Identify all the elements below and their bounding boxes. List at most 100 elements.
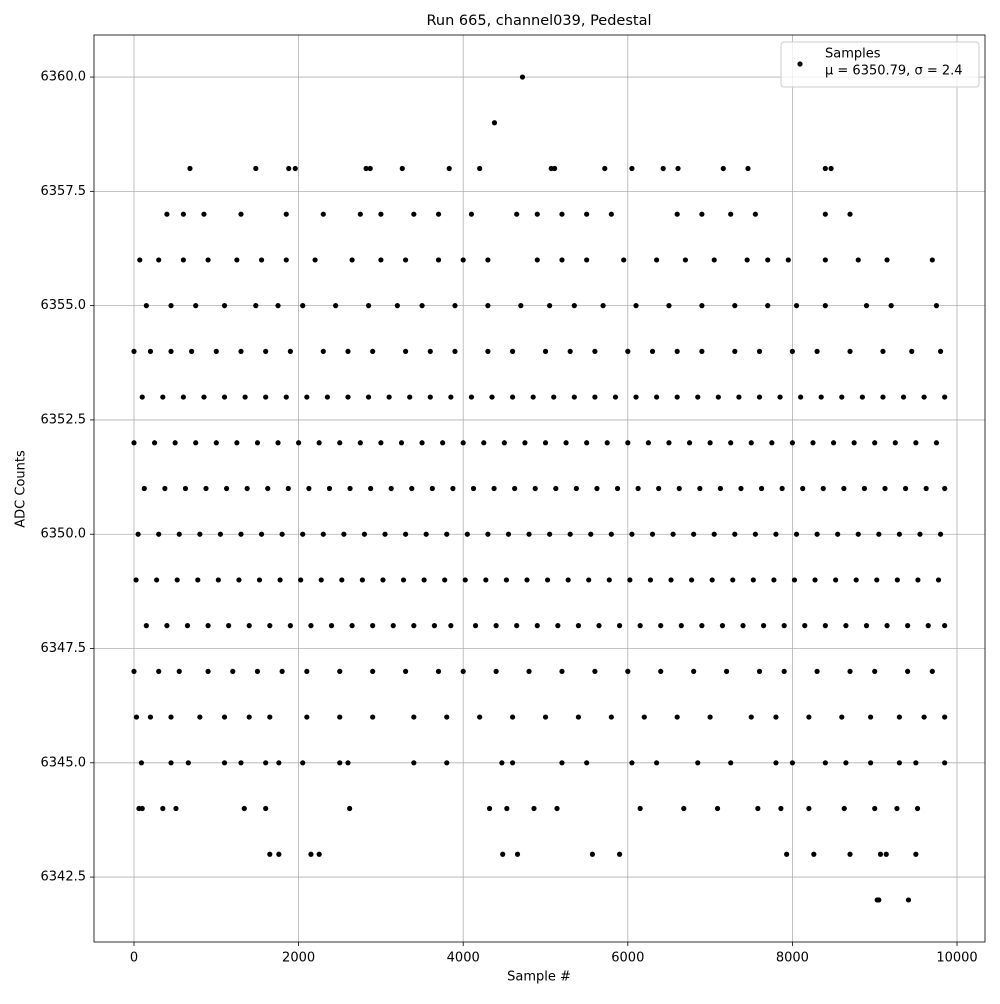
sample-point bbox=[500, 851, 506, 857]
sample-point bbox=[695, 760, 701, 766]
sample-point bbox=[736, 394, 742, 400]
sample-point bbox=[174, 577, 180, 583]
sample-point bbox=[337, 714, 343, 720]
sample-point bbox=[660, 165, 666, 172]
y-tick-label: 6347.5 bbox=[41, 641, 87, 656]
sample-point bbox=[575, 714, 582, 720]
sample-point bbox=[784, 851, 790, 857]
sample-point bbox=[882, 485, 888, 492]
y-tick-label: 6352.5 bbox=[41, 412, 87, 427]
sample-point bbox=[773, 714, 779, 720]
sample-point bbox=[193, 440, 199, 446]
sample-point bbox=[913, 760, 919, 766]
sample-point bbox=[308, 851, 314, 857]
sample-point bbox=[339, 577, 345, 583]
sample-point bbox=[641, 714, 647, 720]
sample-point bbox=[843, 623, 849, 629]
sample-point bbox=[390, 623, 396, 629]
sample-point bbox=[707, 440, 713, 446]
sample-point bbox=[378, 257, 384, 263]
sample-point bbox=[863, 303, 870, 309]
sample-point bbox=[589, 851, 596, 857]
sample-point bbox=[814, 531, 820, 537]
sample-point bbox=[131, 348, 137, 354]
sample-point bbox=[168, 760, 174, 766]
sample-point bbox=[279, 531, 285, 537]
sample-point bbox=[238, 211, 244, 217]
sample-point bbox=[221, 303, 228, 309]
sample-point bbox=[514, 851, 521, 857]
sample-point bbox=[894, 805, 900, 812]
sample-point bbox=[143, 303, 149, 309]
sample-point bbox=[876, 897, 882, 903]
sample-point bbox=[914, 805, 921, 812]
y-tick-label: 6360.0 bbox=[41, 70, 87, 85]
sample-point bbox=[758, 485, 765, 492]
sample-point bbox=[847, 348, 853, 354]
sample-point bbox=[359, 577, 365, 583]
sample-point bbox=[534, 211, 540, 217]
x-tick-label: 10000 bbox=[936, 951, 977, 966]
sample-point bbox=[429, 485, 435, 492]
sample-point bbox=[691, 668, 697, 674]
sample-point bbox=[748, 714, 754, 720]
sample-point bbox=[411, 714, 417, 720]
sample-point bbox=[180, 394, 186, 400]
sample-point bbox=[551, 394, 557, 400]
x-tick-label: 6000 bbox=[611, 951, 644, 966]
sample-point bbox=[345, 348, 351, 354]
sample-point bbox=[600, 303, 606, 309]
sample-point bbox=[402, 257, 409, 263]
sample-point bbox=[481, 440, 487, 446]
sample-point bbox=[505, 531, 512, 537]
sample-point bbox=[501, 440, 507, 446]
sample-point bbox=[814, 348, 820, 354]
sample-point bbox=[608, 211, 614, 217]
sample-point bbox=[440, 440, 446, 446]
sample-point bbox=[793, 303, 800, 309]
sample-point bbox=[942, 714, 948, 720]
sample-point bbox=[423, 531, 429, 537]
sample-point bbox=[477, 165, 483, 172]
sample-point bbox=[400, 577, 407, 583]
sample-point bbox=[378, 440, 384, 446]
sample-point bbox=[900, 394, 907, 400]
sample-point bbox=[872, 440, 878, 446]
sample-point bbox=[547, 303, 553, 309]
sample-point bbox=[446, 165, 452, 172]
sample-point bbox=[691, 531, 697, 537]
sample-point bbox=[444, 760, 450, 766]
sample-point bbox=[921, 714, 927, 720]
sample-point bbox=[217, 531, 224, 537]
sample-point bbox=[265, 485, 271, 492]
sample-point bbox=[785, 257, 791, 263]
sample-point bbox=[380, 577, 386, 583]
sample-point bbox=[740, 623, 746, 629]
sample-point bbox=[728, 760, 734, 766]
sample-point bbox=[486, 805, 493, 812]
sample-point bbox=[905, 668, 911, 674]
sample-point bbox=[625, 668, 631, 674]
sample-point bbox=[213, 348, 219, 354]
sample-point bbox=[442, 577, 448, 583]
sample-point bbox=[485, 531, 491, 537]
sample-point bbox=[345, 394, 351, 400]
sample-point bbox=[238, 531, 244, 537]
sample-point bbox=[822, 303, 828, 309]
sample-point bbox=[905, 897, 912, 903]
sample-point bbox=[147, 714, 154, 720]
sample-point bbox=[933, 440, 940, 446]
sample-point bbox=[318, 577, 324, 583]
sample-point bbox=[676, 485, 682, 492]
sample-point bbox=[752, 211, 758, 217]
sample-point bbox=[241, 805, 247, 812]
sample-point bbox=[485, 303, 491, 309]
sample-point bbox=[732, 303, 738, 309]
sample-point bbox=[180, 257, 186, 263]
sample-point bbox=[189, 348, 195, 354]
sample-point bbox=[800, 485, 806, 492]
sample-point bbox=[896, 760, 903, 766]
sample-point bbox=[542, 440, 549, 446]
sample-point bbox=[347, 485, 353, 492]
